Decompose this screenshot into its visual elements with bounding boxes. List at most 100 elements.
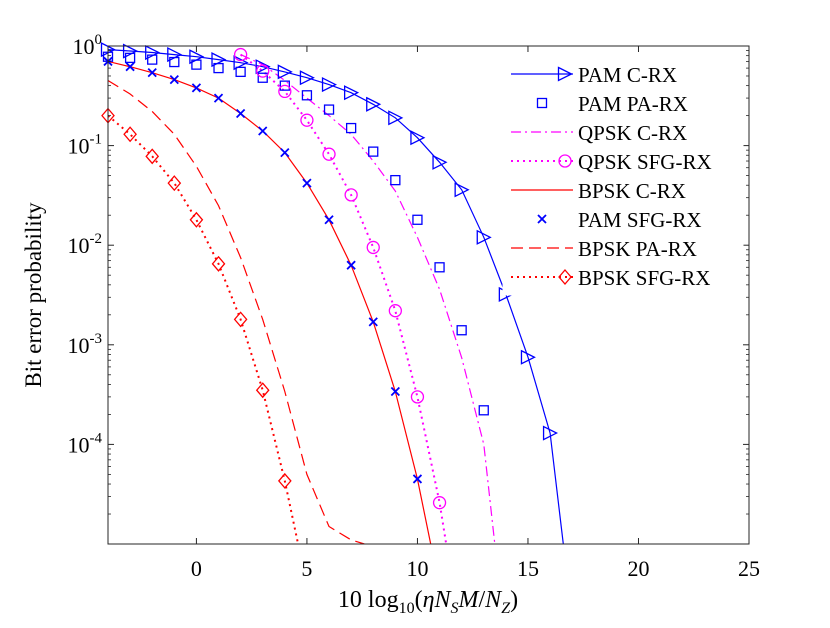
marker-pam-pa-rx — [323, 104, 335, 115]
x-label-eta: η — [423, 587, 435, 613]
series-line-qpsk-c-rx — [240, 54, 496, 544]
marker-pam-sfg-rx — [412, 474, 423, 484]
y-tick-label: 10-1 — [68, 132, 103, 159]
marker-qpsk-sfg-rx — [388, 304, 402, 318]
y-tick-label: 10-2 — [68, 231, 103, 258]
marker-pam-pa-rx — [434, 262, 445, 273]
marker-pam-sfg-rx — [235, 108, 246, 119]
legend-marker-pam-pa-rx — [536, 97, 548, 109]
marker-pam-sfg-rx — [169, 74, 179, 85]
marker-qpsk-sfg-rx — [233, 47, 248, 62]
y-tick-exponent: -1 — [90, 132, 103, 148]
marker-pam-c-rx — [520, 349, 536, 365]
x-tick-label: 10 — [406, 556, 428, 581]
x-label-n2: N — [484, 587, 503, 613]
legend-marker-pam-sfg-rx — [537, 214, 547, 224]
marker-pam-c-rx — [211, 52, 227, 68]
x-label-close: ) — [510, 587, 518, 613]
y-tick-exponent: -2 — [90, 231, 103, 247]
marker-pam-sfg-rx — [324, 215, 334, 225]
marker-pam-sfg-rx — [191, 83, 202, 93]
marker-pam-c-rx — [321, 77, 337, 93]
legend-label-pam-sfg-rx: PAM SFG-RX — [578, 208, 702, 232]
x-tick-label: 0 — [191, 556, 202, 581]
marker-pam-pa-rx — [124, 52, 136, 64]
legend-label-pam-pa-rx: PAM PA-RX — [578, 92, 688, 116]
marker-pam-c-rx — [432, 154, 448, 170]
marker-pam-pa-rx — [213, 62, 224, 74]
y-tick-base: 10 — [68, 333, 90, 358]
x-label-slash: / — [479, 587, 486, 613]
legend-label-qpsk-c-rx: QPSK C-RX — [578, 121, 687, 145]
series-line-pam-c-rx — [108, 49, 564, 544]
marker-pam-c-rx — [454, 182, 470, 198]
x-tick-label: 25 — [738, 556, 760, 581]
marker-pam-sfg-rx — [390, 386, 400, 397]
y-tick-base: 10 — [68, 134, 90, 159]
marker-pam-sfg-rx — [346, 260, 356, 270]
marker-pam-sfg-rx — [213, 93, 224, 103]
y-tick-base: 10 — [68, 432, 90, 457]
marker-pam-pa-rx — [169, 56, 180, 68]
y-tick-exponent: -3 — [90, 331, 103, 347]
marker-qpsk-sfg-rx — [344, 188, 358, 202]
legend-label-bpsk-pa-rx: BPSK PA-RX — [578, 237, 697, 261]
plot-frame — [107, 45, 750, 545]
y-tick-exponent: 0 — [95, 32, 103, 48]
x-label-pre: 10 log — [338, 587, 399, 613]
legend-box — [502, 56, 744, 296]
marker-qpsk-sfg-rx — [300, 113, 314, 127]
marker-bpsk-sfg-rx — [167, 175, 182, 192]
x-label-sub-z: Z — [501, 600, 511, 617]
x-label-open: ( — [415, 587, 423, 613]
marker-bpsk-sfg-rx — [189, 211, 204, 228]
x-tick-label: 5 — [301, 556, 312, 581]
marker-bpsk-sfg-rx — [145, 148, 160, 165]
marker-qpsk-sfg-rx — [432, 496, 447, 510]
marker-qpsk-sfg-rx — [278, 84, 292, 99]
series-layer — [108, 49, 564, 544]
marker-pam-c-rx — [476, 229, 492, 245]
marker-bpsk-sfg-rx — [211, 255, 226, 272]
marker-pam-sfg-rx — [368, 317, 378, 327]
marker-pam-sfg-rx — [258, 126, 268, 136]
y-axis-label: Bit error probability — [21, 202, 46, 388]
legend-marker-qpsk-sfg-rx — [558, 154, 572, 168]
marker-qpsk-sfg-rx — [322, 147, 336, 161]
marker-layer — [100, 42, 559, 510]
marker-pam-c-rx — [366, 96, 382, 112]
marker-pam-sfg-rx — [125, 62, 135, 72]
marker-pam-pa-rx — [191, 59, 202, 70]
legend-marker-pam-c-rx — [557, 66, 573, 82]
marker-pam-pa-rx — [456, 325, 467, 336]
y-tick-label: 100 — [73, 32, 103, 59]
marker-pam-pa-rx — [412, 214, 423, 225]
y-tick-label: 10-4 — [68, 430, 103, 457]
x-label-m: M — [458, 587, 481, 613]
legend: PAM C-RX PAM PA-RX QPSK C-RX QPSK SFG-RX BPS… — [502, 56, 744, 296]
legend-label-bpsk-sfg-rx: BPSK SFG-RX — [578, 266, 710, 290]
marker-bpsk-sfg-rx — [255, 382, 270, 399]
marker-qpsk-sfg-rx — [366, 240, 380, 255]
legend-label-bpsk-c-rx: BPSK C-RX — [578, 179, 686, 203]
x-tick-label: 20 — [627, 556, 649, 581]
marker-pam-pa-rx — [368, 146, 379, 157]
marker-pam-pa-rx — [345, 122, 357, 134]
marker-pam-pa-rx — [279, 80, 290, 91]
marker-pam-c-rx — [542, 425, 559, 441]
marker-bpsk-sfg-rx — [277, 472, 292, 489]
marker-qpsk-sfg-rx — [410, 390, 425, 404]
marker-pam-sfg-rx — [280, 147, 290, 158]
marker-pam-c-rx — [343, 85, 360, 101]
marker-pam-c-rx — [388, 110, 404, 126]
legend-marker-bpsk-sfg-rx — [558, 269, 572, 285]
marker-pam-pa-rx — [257, 72, 268, 83]
x-label-sub-s: S — [451, 600, 459, 617]
marker-pam-c-rx — [122, 43, 139, 59]
x-label-sub10: 10 — [399, 600, 415, 617]
marker-pam-c-rx — [410, 130, 426, 146]
marker-pam-pa-rx — [147, 54, 158, 65]
